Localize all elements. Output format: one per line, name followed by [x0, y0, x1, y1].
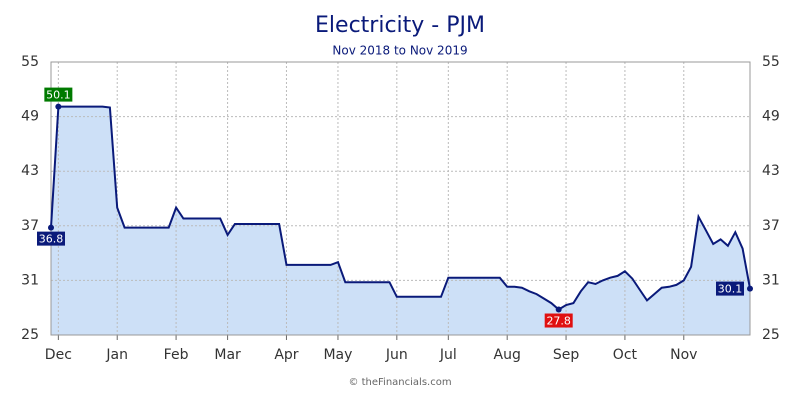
point	[55, 103, 62, 110]
y-tick-label-right: 43	[762, 163, 780, 179]
y-tick-label: 43	[21, 163, 39, 179]
y-tick-label-right: 37	[762, 218, 780, 234]
y-tick-label-right: 49	[762, 109, 780, 125]
chart-title: Electricity - PJM	[315, 13, 485, 38]
value-label: 50.1	[46, 89, 71, 102]
plot-frame	[50, 61, 751, 336]
value-label: 27.8	[546, 315, 571, 328]
x-tick-label: Jan	[105, 347, 128, 363]
value-label: 36.8	[39, 233, 64, 246]
line	[50, 105, 751, 311]
y-tick-label: 31	[21, 272, 39, 288]
point	[555, 306, 562, 313]
point	[747, 285, 753, 292]
y-tick-label: 49	[21, 109, 39, 125]
area	[51, 106, 750, 335]
x-tick-label: Jun	[385, 347, 408, 363]
x-tick-label: Nov	[670, 347, 697, 363]
chart-subtitle: Nov 2018 to Nov 2019	[332, 44, 467, 58]
y-tick-label: 55	[21, 54, 39, 70]
y-tick-label-right: 55	[762, 54, 780, 70]
point	[48, 224, 54, 231]
y-tick-label-right: 31	[762, 272, 780, 288]
y-tick-label: 37	[21, 218, 39, 234]
x-tick-label: May	[323, 347, 352, 363]
footer: © theFinancials.com	[348, 377, 451, 388]
x-tick-label: Aug	[494, 347, 521, 363]
x-tick-label: Jul	[439, 347, 457, 363]
x-tick-label: Oct	[613, 347, 638, 363]
x-tick-label: Dec	[45, 347, 72, 363]
y-tick-label: 25	[21, 327, 39, 343]
value-label: 30.1	[718, 283, 743, 296]
value-label-box	[44, 87, 73, 102]
y-tick-label-right: 25	[762, 327, 780, 343]
x-tick-label: Sep	[553, 347, 580, 363]
x-tick-label: Apr	[274, 347, 298, 363]
value-label-box	[37, 231, 65, 246]
value-label-box	[716, 281, 744, 296]
x-tick-label: Feb	[164, 347, 189, 363]
value-label-box	[544, 313, 573, 328]
x-tick-label: Mar	[214, 347, 241, 363]
